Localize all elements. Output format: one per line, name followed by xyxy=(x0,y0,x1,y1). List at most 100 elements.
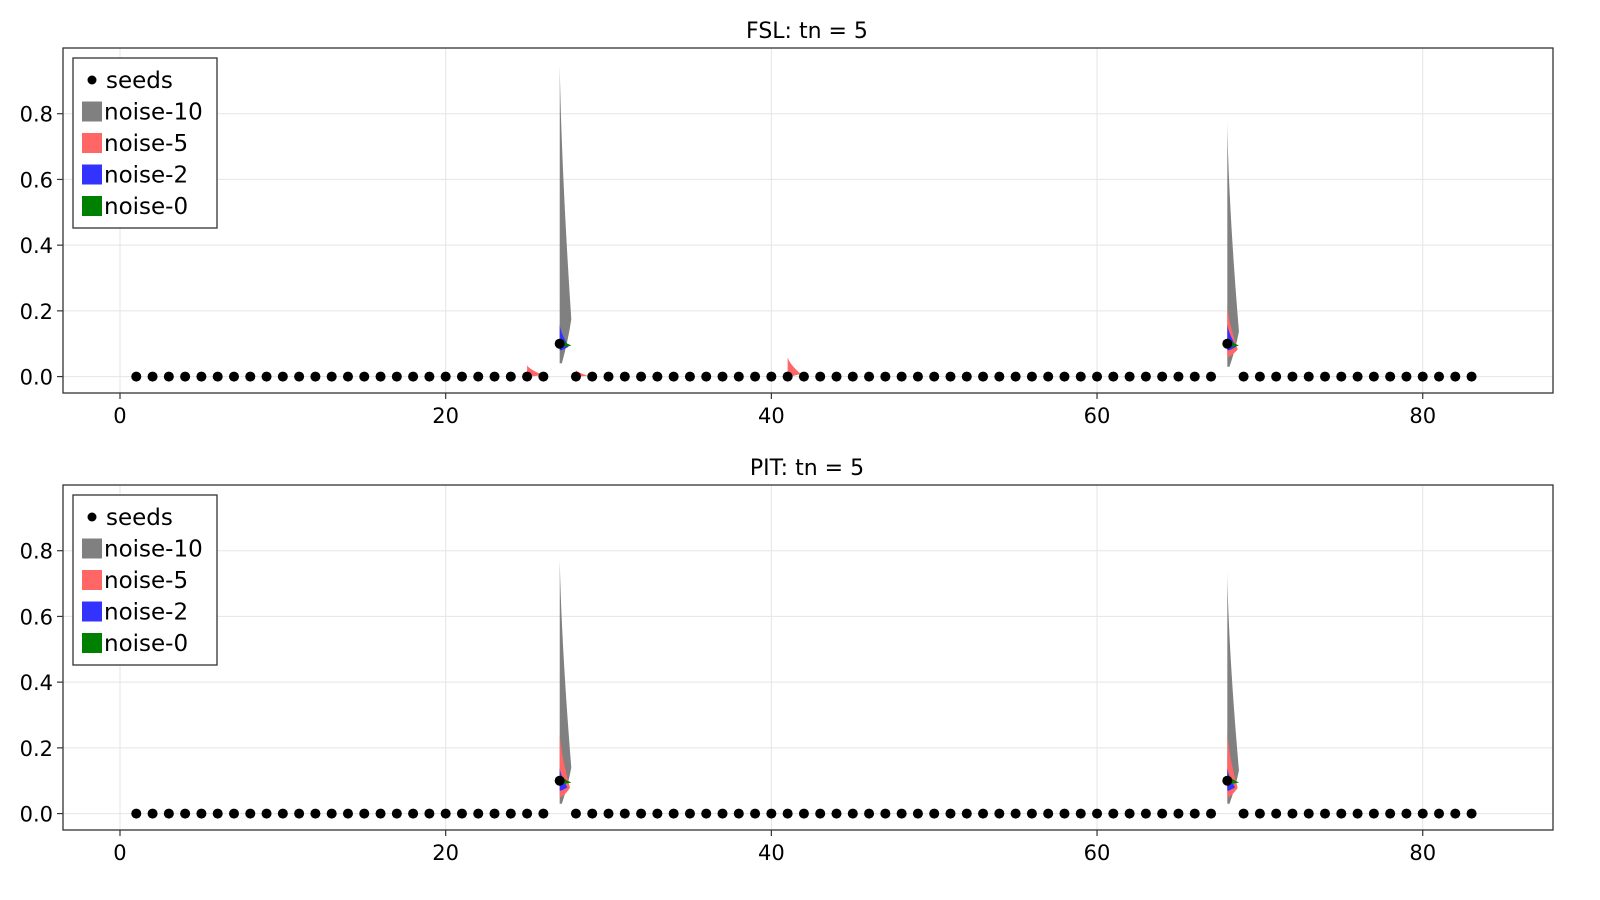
pit-grid xyxy=(63,485,1553,830)
fsl-seed-point xyxy=(228,371,239,382)
fsl-seed-point xyxy=(896,371,907,382)
pit-x-tick-label: 80 xyxy=(1409,841,1436,865)
fsl-legend-noise-5-swatch xyxy=(82,133,102,153)
pit-seed-point xyxy=(978,808,989,819)
pit-seed-point xyxy=(147,808,158,819)
fsl-seed-point xyxy=(717,371,728,382)
fsl-seed-point xyxy=(847,371,858,382)
pit-seed-point xyxy=(701,808,712,819)
pit-seed-point xyxy=(505,808,516,819)
pit-seed-point xyxy=(1092,808,1103,819)
pit-seed-point xyxy=(1466,808,1477,819)
fsl-panel-title: FSL: tn = 5 xyxy=(746,19,868,44)
fsl-seed-point xyxy=(1157,371,1168,382)
pit-seed-point xyxy=(408,808,419,819)
pit-seed-point xyxy=(782,808,793,819)
fsl-legend-noise-0-label: noise-0 xyxy=(104,194,188,220)
fsl-seed-point xyxy=(912,371,923,382)
fsl-seed-point xyxy=(684,371,695,382)
pit-seed-point xyxy=(375,808,386,819)
fsl-seed-point xyxy=(408,371,419,382)
fsl-seed-point xyxy=(570,371,581,382)
fsl-seed-point xyxy=(1271,371,1282,382)
fsl-seed-point xyxy=(1352,371,1363,382)
fsl-seed-point xyxy=(277,371,288,382)
fsl-seed-point xyxy=(701,371,712,382)
pit-plot-area xyxy=(131,559,1477,819)
pit-seed-point xyxy=(570,808,581,819)
fsl-seed-point xyxy=(505,371,516,382)
pit-seed-point xyxy=(391,808,402,819)
fsl-seed-point xyxy=(1385,371,1396,382)
pit-seed-point xyxy=(1124,808,1135,819)
fsl-legend-seeds-marker xyxy=(87,75,97,85)
fsl-noise-10-distribution xyxy=(559,65,572,364)
pit-legend-noise-10-swatch xyxy=(82,538,102,559)
pit-seed-point xyxy=(245,808,256,819)
fsl-legend-noise-10-label: noise-10 xyxy=(104,100,203,126)
fsl-seed-point xyxy=(864,371,875,382)
pit-seed-point xyxy=(180,808,191,819)
fsl-seed-point xyxy=(1140,371,1151,382)
fsl-seed-point xyxy=(196,371,207,382)
pit-seed-point xyxy=(896,808,907,819)
fsl-seed-point xyxy=(375,371,386,382)
fsl-seed-point xyxy=(1043,371,1054,382)
pit-seed-point xyxy=(473,808,484,819)
pit-seed-point xyxy=(1368,808,1379,819)
pit-noise-10-distribution xyxy=(1227,570,1239,804)
pit-seed-point xyxy=(1108,808,1119,819)
fsl-seed-point xyxy=(619,371,630,382)
fsl-seed-point xyxy=(766,371,777,382)
fsl-seed-point xyxy=(1092,371,1103,382)
fsl-legend-noise-10-swatch xyxy=(82,101,102,122)
fsl-y-tick-label: 0.2 xyxy=(20,300,53,324)
pit-seed-point xyxy=(636,808,647,819)
fsl-seed-point xyxy=(1173,371,1184,382)
fsl-legend-noise-2-label: noise-2 xyxy=(104,163,188,189)
pit-seed-point xyxy=(1271,808,1282,819)
fsl-seed-point xyxy=(1124,371,1135,382)
pit-y-tick-label: 0.0 xyxy=(20,803,53,827)
fsl-seed-point xyxy=(1059,371,1070,382)
fsl-seed-point xyxy=(342,371,353,382)
pit-seed-point xyxy=(1434,808,1445,819)
fsl-x-axis: 0 20 40 60 80 xyxy=(113,393,1436,428)
fsl-seed-point xyxy=(424,371,435,382)
fsl-seed-point xyxy=(294,371,305,382)
pit-seed-point xyxy=(1206,808,1217,819)
fsl-plot-area xyxy=(131,65,1477,382)
fsl-seed-point xyxy=(131,371,142,382)
fsl-seed-point xyxy=(831,371,842,382)
fsl-legend-noise-0-swatch xyxy=(82,196,102,216)
fsl-plot-frame xyxy=(62,47,1554,394)
fsl-seed-point xyxy=(1434,371,1445,382)
fsl-seed-point xyxy=(1222,338,1233,349)
pit-seed-point xyxy=(1336,808,1347,819)
pit-seed-point xyxy=(815,808,826,819)
pit-seed-point xyxy=(538,808,549,819)
fsl-legend-noise-5-label: noise-5 xyxy=(104,131,188,157)
fsl-x-tick-label: 80 xyxy=(1409,404,1436,428)
pit-x-tick-label: 20 xyxy=(432,841,459,865)
pit-seed-point xyxy=(1043,808,1054,819)
fsl-panel: FSL: tn = 5 0 20 40 60 80 0.0 0.2 0.4 0.6 0.8 se… xyxy=(20,19,1554,428)
fsl-seed-point xyxy=(1336,371,1347,382)
fsl-grid xyxy=(63,48,1553,393)
pit-panel-title: PIT: tn = 5 xyxy=(750,456,864,481)
fsl-seed-point xyxy=(782,371,793,382)
pit-legend-noise-2-swatch xyxy=(82,601,102,622)
fsl-seed-point xyxy=(473,371,484,382)
pit-legend-noise-0-label: noise-0 xyxy=(104,631,188,657)
fsl-seed-point xyxy=(554,338,565,349)
fsl-seed-point xyxy=(587,371,598,382)
pit-seed-point xyxy=(131,808,142,819)
pit-y-tick-label: 0.4 xyxy=(20,671,53,695)
pit-seed-point xyxy=(880,808,891,819)
pit-seed-point xyxy=(1075,808,1086,819)
fsl-seed-point xyxy=(522,371,533,382)
pit-y-tick-label: 0.6 xyxy=(20,605,53,629)
pit-x-axis: 0 20 40 60 80 xyxy=(113,830,1436,865)
pit-seed-point xyxy=(342,808,353,819)
fsl-seed-point xyxy=(245,371,256,382)
